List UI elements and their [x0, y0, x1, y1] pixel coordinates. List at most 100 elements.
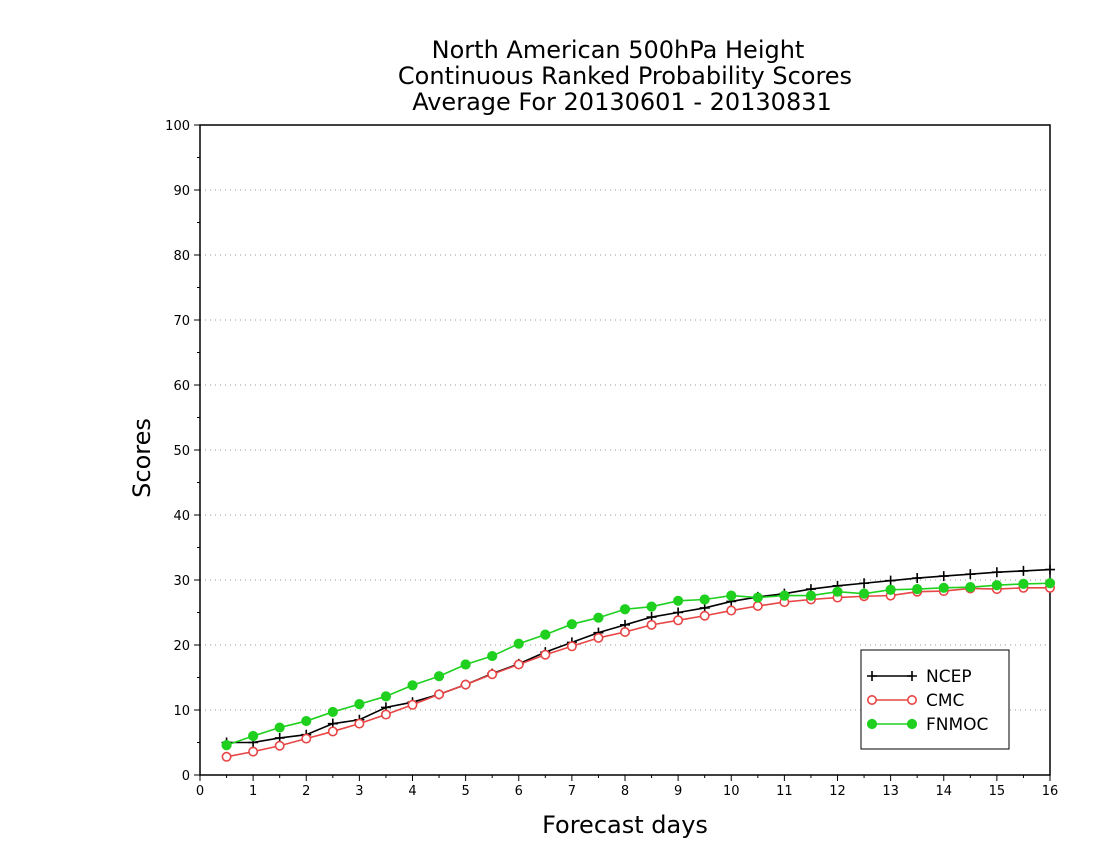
- grid: [200, 189, 1050, 711]
- x-axis: 0 1 2 3 4 5 6 7 8 9 10 11 12 13 14 15 16: [196, 775, 1058, 799]
- data-point-fnmoc: [938, 582, 949, 593]
- legend-label-ncep: NCEP: [926, 667, 972, 687]
- y-axis: 0 10 20 30 40 50 60 70 80 90 100: [165, 119, 200, 784]
- data-point-ncep: [912, 573, 923, 584]
- legend-marker-ncep: [867, 671, 877, 681]
- data-point-ncep: [965, 569, 976, 580]
- x-tick-label: 1: [249, 784, 257, 799]
- data-point-fnmoc: [566, 619, 577, 630]
- data-point-fnmoc: [646, 601, 657, 612]
- data-point-fnmoc: [487, 650, 498, 662]
- data-point-fnmoc: [301, 715, 312, 727]
- data-point-fnmoc: [433, 671, 445, 682]
- data-point-cmc: [274, 740, 285, 751]
- data-point-fnmoc: [885, 584, 896, 595]
- y-tick-label: 70: [173, 314, 190, 329]
- data-point-cmc: [699, 610, 710, 621]
- x-axis-label: Forecast days: [542, 811, 708, 839]
- x-tick-label: 16: [1042, 784, 1059, 799]
- title-line-2: Continuous Ranked Probability Scores: [398, 62, 852, 90]
- data-point-cmc: [752, 600, 763, 611]
- data-point-ncep: [938, 571, 949, 582]
- y-tick-label: 30: [173, 574, 190, 589]
- data-point-fnmoc: [460, 659, 471, 670]
- x-tick-label: 15: [989, 784, 1006, 799]
- data-point-ncep: [1045, 564, 1055, 575]
- data-point-cmc: [540, 649, 551, 660]
- x-tick-label: 10: [723, 784, 740, 799]
- y-tick-label: 20: [173, 639, 190, 654]
- x-tick-label: 7: [568, 784, 576, 799]
- legend-label-fnmoc: FNMOC: [926, 715, 988, 735]
- data-point-cmc: [460, 679, 471, 690]
- legend-marker-cmc: [906, 694, 917, 705]
- data-point-cmc: [513, 659, 524, 670]
- data-point-fnmoc: [407, 680, 418, 691]
- data-point-ncep: [885, 575, 896, 586]
- title-line-1: North American 500hPa Height: [432, 36, 805, 64]
- data-point-cmc: [566, 641, 577, 652]
- data-point-fnmoc: [593, 612, 604, 623]
- data-point-fnmoc: [699, 594, 710, 605]
- data-point-fnmoc: [540, 629, 551, 640]
- x-tick-label: 13: [882, 784, 899, 799]
- data-point-cmc: [380, 709, 391, 720]
- data-point-fnmoc: [380, 691, 392, 702]
- data-point-cmc: [301, 733, 312, 744]
- x-tick-label: 0: [196, 784, 204, 799]
- data-point-fnmoc: [513, 638, 524, 649]
- data-point-fnmoc: [1044, 578, 1056, 589]
- data-point-cmc: [221, 751, 232, 762]
- series-layer: [221, 564, 1056, 762]
- data-point-cmc: [354, 718, 365, 729]
- x-tick-label: 14: [935, 784, 952, 799]
- data-point-fnmoc: [327, 706, 338, 718]
- y-tick-label: 100: [165, 119, 190, 134]
- y-tick-label: 10: [173, 704, 190, 719]
- x-tick-label: 4: [408, 784, 416, 799]
- data-point-fnmoc: [912, 584, 923, 595]
- data-point-fnmoc: [274, 722, 285, 733]
- y-axis-label: Scores: [128, 418, 156, 498]
- x-tick-label: 8: [621, 784, 629, 799]
- x-tick-label: 11: [776, 784, 793, 799]
- legend-marker-ncep: [907, 671, 917, 681]
- data-point-cmc: [487, 669, 498, 680]
- x-tick-label: 3: [355, 784, 363, 799]
- data-point-fnmoc: [805, 590, 817, 601]
- legend-label-cmc: CMC: [926, 691, 964, 711]
- data-point-ncep: [1018, 565, 1029, 576]
- data-point-cmc: [593, 632, 604, 643]
- data-point-fnmoc: [991, 580, 1002, 591]
- x-tick-label: 12: [829, 784, 846, 799]
- data-point-fnmoc: [779, 590, 790, 601]
- data-point-cmc: [619, 626, 630, 637]
- data-point-cmc: [248, 746, 259, 757]
- legend-marker-cmc: [866, 694, 877, 705]
- legend: NCEP CMC FNMOC: [860, 649, 1010, 750]
- y-tick-label: 50: [173, 444, 190, 459]
- data-point-fnmoc: [619, 604, 631, 615]
- data-point-ncep: [991, 567, 1002, 578]
- data-point-fnmoc: [832, 586, 843, 597]
- x-tick-label: 5: [461, 784, 469, 799]
- data-point-cmc: [673, 615, 684, 626]
- y-tick-label: 0: [182, 769, 190, 784]
- data-point-fnmoc: [726, 590, 737, 601]
- x-tick-label: 9: [674, 784, 682, 799]
- y-tick-label: 40: [173, 509, 190, 524]
- title-line-3: Average For 20130601 - 20130831: [412, 88, 832, 116]
- y-tick-label: 80: [173, 249, 190, 264]
- legend-marker-fnmoc: [906, 718, 918, 730]
- legend-item-fnmoc: FNMOC: [866, 715, 988, 735]
- data-point-fnmoc: [965, 582, 976, 593]
- series-fnmoc: [221, 578, 1056, 751]
- legend-item-cmc: CMC: [866, 691, 964, 711]
- data-point-fnmoc: [1018, 578, 1029, 590]
- data-point-fnmoc: [858, 588, 870, 599]
- data-point-cmc: [646, 619, 657, 630]
- data-point-fnmoc: [221, 740, 232, 751]
- x-tick-label: 6: [515, 784, 523, 799]
- data-point-fnmoc: [752, 592, 763, 603]
